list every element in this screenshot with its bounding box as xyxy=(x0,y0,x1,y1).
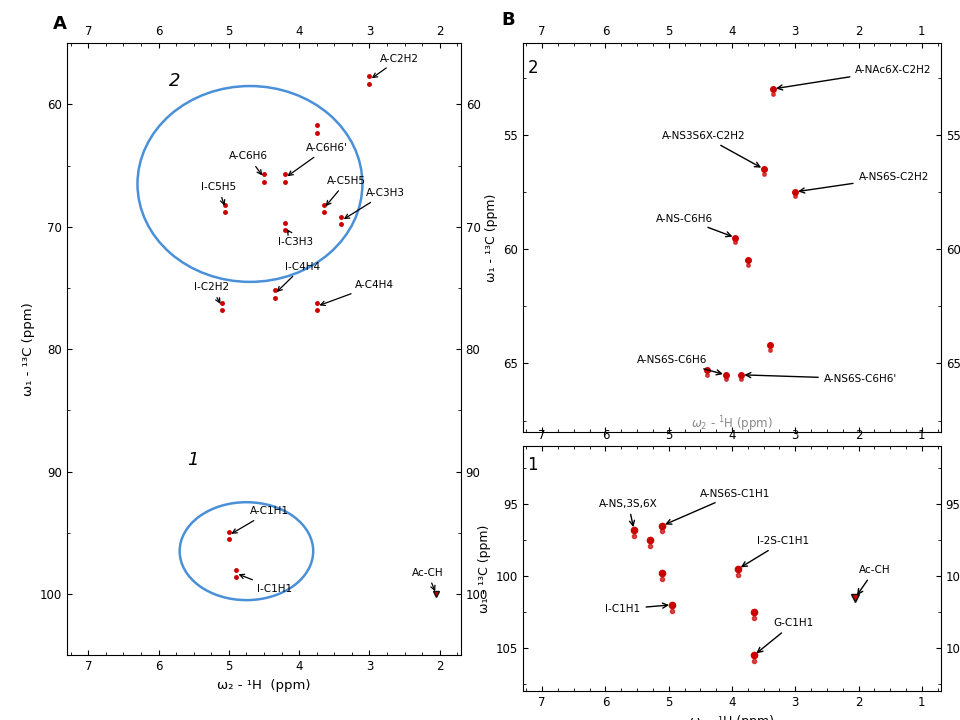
Text: I-C1H1: I-C1H1 xyxy=(606,603,667,614)
Text: G-C1H1: G-C1H1 xyxy=(757,618,813,652)
Text: A-NS6S-C6H6: A-NS6S-C6H6 xyxy=(637,356,722,375)
Y-axis label: ω₁ - ¹³C (ppm): ω₁ - ¹³C (ppm) xyxy=(477,525,491,613)
Text: A-NS3S6X-C2H2: A-NS3S6X-C2H2 xyxy=(662,131,760,167)
Text: A-NS-C6H6: A-NS-C6H6 xyxy=(656,214,732,237)
Text: A-C2H2: A-C2H2 xyxy=(372,53,419,78)
Text: 2: 2 xyxy=(169,72,180,90)
Text: B: B xyxy=(501,12,515,30)
Text: 2: 2 xyxy=(527,59,538,77)
Text: Ac-CH: Ac-CH xyxy=(858,565,890,594)
Text: I-2S-C1H1: I-2S-C1H1 xyxy=(742,536,809,567)
Text: I-C2H2: I-C2H2 xyxy=(194,282,228,302)
Text: A-C4H4: A-C4H4 xyxy=(321,280,395,305)
Text: $\omega_2$ - $^1$H (ppm): $\omega_2$ - $^1$H (ppm) xyxy=(690,415,773,434)
Text: A-NS6S-C1H1: A-NS6S-C1H1 xyxy=(666,489,771,524)
Text: A-NS6S-C2H2: A-NS6S-C2H2 xyxy=(800,172,929,193)
X-axis label: ω₂ - ¹H  (ppm): ω₂ - ¹H (ppm) xyxy=(217,679,311,692)
Y-axis label: ω₁ - ¹³C (ppm): ω₁ - ¹³C (ppm) xyxy=(21,302,35,396)
Text: A-NS,3S,6X: A-NS,3S,6X xyxy=(599,499,658,526)
Text: A-C5H5: A-C5H5 xyxy=(326,176,367,205)
Text: 1: 1 xyxy=(527,456,538,474)
X-axis label: ω₂ - ¹H (ppm): ω₂ - ¹H (ppm) xyxy=(690,715,774,720)
Text: A-C6H6': A-C6H6' xyxy=(289,143,348,176)
Y-axis label: ω₁ - ¹³C (ppm): ω₁ - ¹³C (ppm) xyxy=(485,194,498,282)
Text: I-C5H5: I-C5H5 xyxy=(201,182,236,204)
Text: I-C3H3: I-C3H3 xyxy=(278,230,313,247)
Text: A-C6H6: A-C6H6 xyxy=(228,151,268,174)
Text: I-C1H1: I-C1H1 xyxy=(240,575,292,593)
Text: A-C1H1: A-C1H1 xyxy=(232,506,289,533)
Text: I-C4H4: I-C4H4 xyxy=(277,261,321,291)
Text: 1: 1 xyxy=(186,451,198,469)
Text: A-C3H3: A-C3H3 xyxy=(345,188,405,218)
Text: A-NS6S-C6H6': A-NS6S-C6H6' xyxy=(746,373,897,384)
Text: Ac-CH: Ac-CH xyxy=(412,567,444,590)
Text: A-NAc6X-C2H2: A-NAc6X-C2H2 xyxy=(778,65,932,90)
Text: A: A xyxy=(53,15,66,33)
